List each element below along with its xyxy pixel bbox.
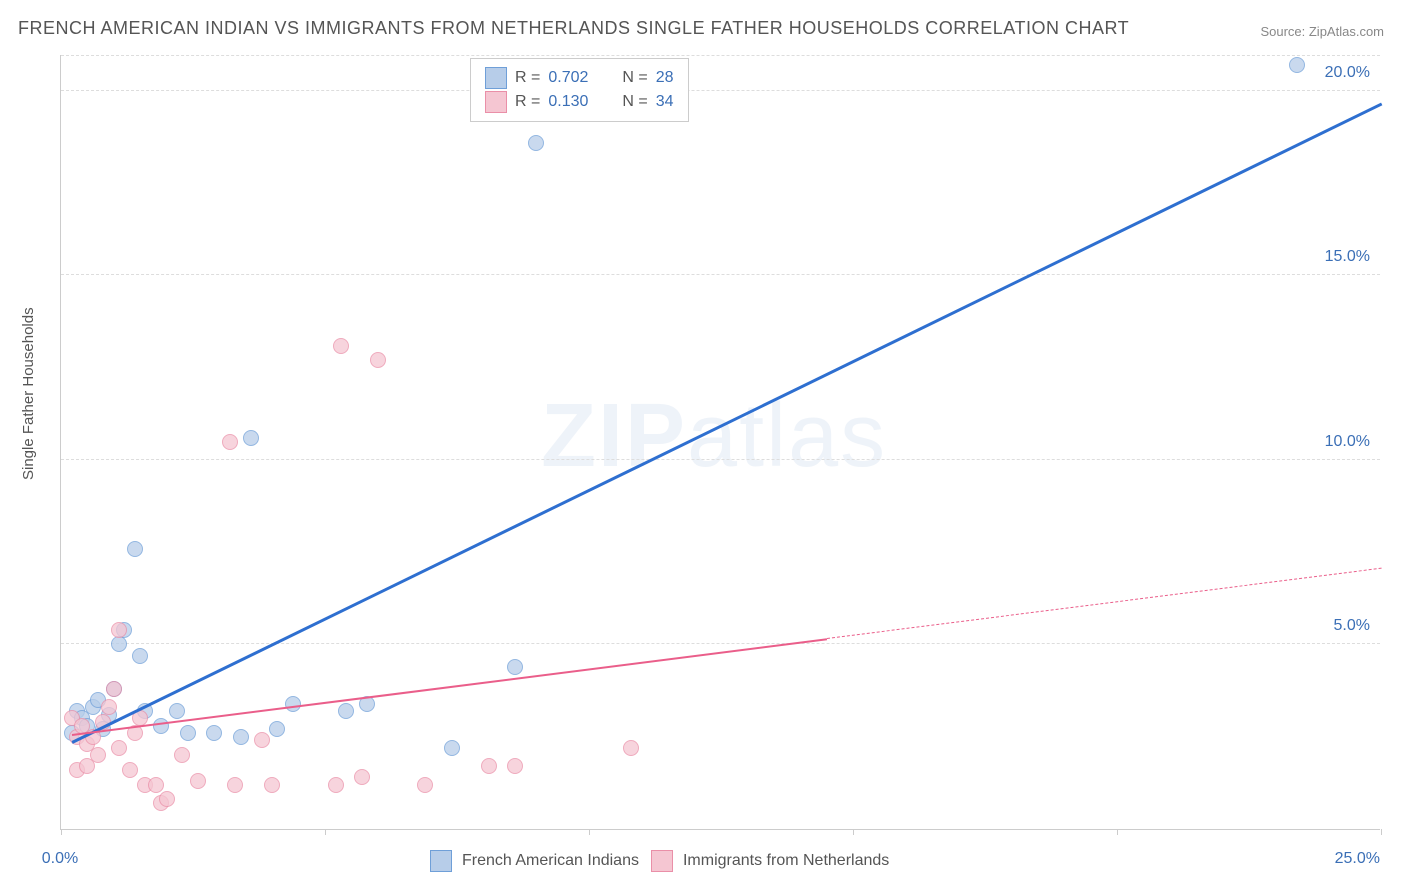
y-axis-title: Single Father Households	[20, 307, 37, 480]
data-point	[528, 135, 544, 151]
legend-item: French American Indians	[430, 850, 639, 872]
y-tick-label: 15.0%	[1325, 248, 1370, 266]
data-point	[623, 740, 639, 756]
data-point	[90, 747, 106, 763]
data-point	[111, 740, 127, 756]
data-point	[285, 696, 301, 712]
legend-n-value: 28	[656, 69, 674, 87]
data-point	[333, 338, 349, 354]
data-point	[370, 352, 386, 368]
x-tick	[589, 829, 590, 835]
gridline	[61, 274, 1380, 275]
data-point	[481, 758, 497, 774]
gridline	[61, 90, 1380, 91]
x-tick-label: 25.0%	[1335, 850, 1380, 868]
data-point	[190, 773, 206, 789]
gridline	[61, 459, 1380, 460]
legend-item: Immigrants from Netherlands	[651, 850, 889, 872]
data-point	[111, 622, 127, 638]
legend-n-label: N =	[622, 93, 647, 111]
data-point	[269, 721, 285, 737]
data-point	[417, 777, 433, 793]
legend-r-label: R =	[515, 69, 540, 87]
legend-swatch	[485, 91, 507, 113]
data-point	[159, 791, 175, 807]
watermark: ZIPatlas	[541, 385, 887, 488]
y-tick-label: 20.0%	[1325, 64, 1370, 82]
data-point	[444, 740, 460, 756]
correlation-chart: FRENCH AMERICAN INDIAN VS IMMIGRANTS FRO…	[0, 0, 1406, 892]
plot-area: ZIPatlas 5.0% 10.0% 15.0% 20.0%	[60, 55, 1380, 830]
data-point	[122, 762, 138, 778]
legend-r-label: R =	[515, 93, 540, 111]
data-point	[507, 758, 523, 774]
data-point	[127, 541, 143, 557]
x-tick-label: 0.0%	[42, 850, 78, 868]
watermark-bold: ZIP	[541, 386, 687, 486]
data-point	[106, 681, 122, 697]
x-tick	[1381, 829, 1382, 835]
data-point	[153, 718, 169, 734]
data-point	[111, 636, 127, 652]
x-tick	[853, 829, 854, 835]
data-point	[222, 434, 238, 450]
data-point	[354, 769, 370, 785]
gridline	[61, 643, 1380, 644]
source-attribution: Source: ZipAtlas.com	[1260, 24, 1384, 39]
data-point	[233, 729, 249, 745]
legend-n-label: N =	[622, 69, 647, 87]
legend-swatch	[430, 850, 452, 872]
legend-row: R = 0.702 N = 28	[485, 67, 674, 89]
data-point	[169, 703, 185, 719]
legend-r-value: 0.702	[548, 69, 588, 87]
data-point	[264, 777, 280, 793]
data-point	[174, 747, 190, 763]
watermark-light: atlas	[687, 386, 887, 486]
data-point	[101, 699, 117, 715]
data-point	[180, 725, 196, 741]
series-legend: French American Indians Immigrants from N…	[430, 850, 889, 872]
legend-series-name: Immigrants from Netherlands	[683, 852, 889, 870]
data-point	[254, 732, 270, 748]
data-point	[507, 659, 523, 675]
gridline	[61, 55, 1380, 56]
legend-swatch	[485, 67, 507, 89]
data-point	[148, 777, 164, 793]
data-point	[132, 648, 148, 664]
data-point	[328, 777, 344, 793]
x-tick	[325, 829, 326, 835]
legend-series-name: French American Indians	[462, 852, 639, 870]
chart-title: FRENCH AMERICAN INDIAN VS IMMIGRANTS FRO…	[18, 18, 1129, 39]
y-tick-label: 10.0%	[1325, 433, 1370, 451]
y-tick-label: 5.0%	[1334, 617, 1370, 635]
data-point	[1289, 57, 1305, 73]
data-point	[206, 725, 222, 741]
data-point	[338, 703, 354, 719]
x-tick	[61, 829, 62, 835]
data-point	[243, 430, 259, 446]
legend-r-value: 0.130	[548, 93, 588, 111]
x-tick	[1117, 829, 1118, 835]
legend-n-value: 34	[656, 93, 674, 111]
correlation-legend: R = 0.702 N = 28 R = 0.130 N = 34	[470, 58, 689, 122]
data-point	[227, 777, 243, 793]
regression-line	[827, 568, 1382, 639]
regression-line	[71, 103, 1382, 744]
legend-row: R = 0.130 N = 34	[485, 91, 674, 113]
legend-swatch	[651, 850, 673, 872]
